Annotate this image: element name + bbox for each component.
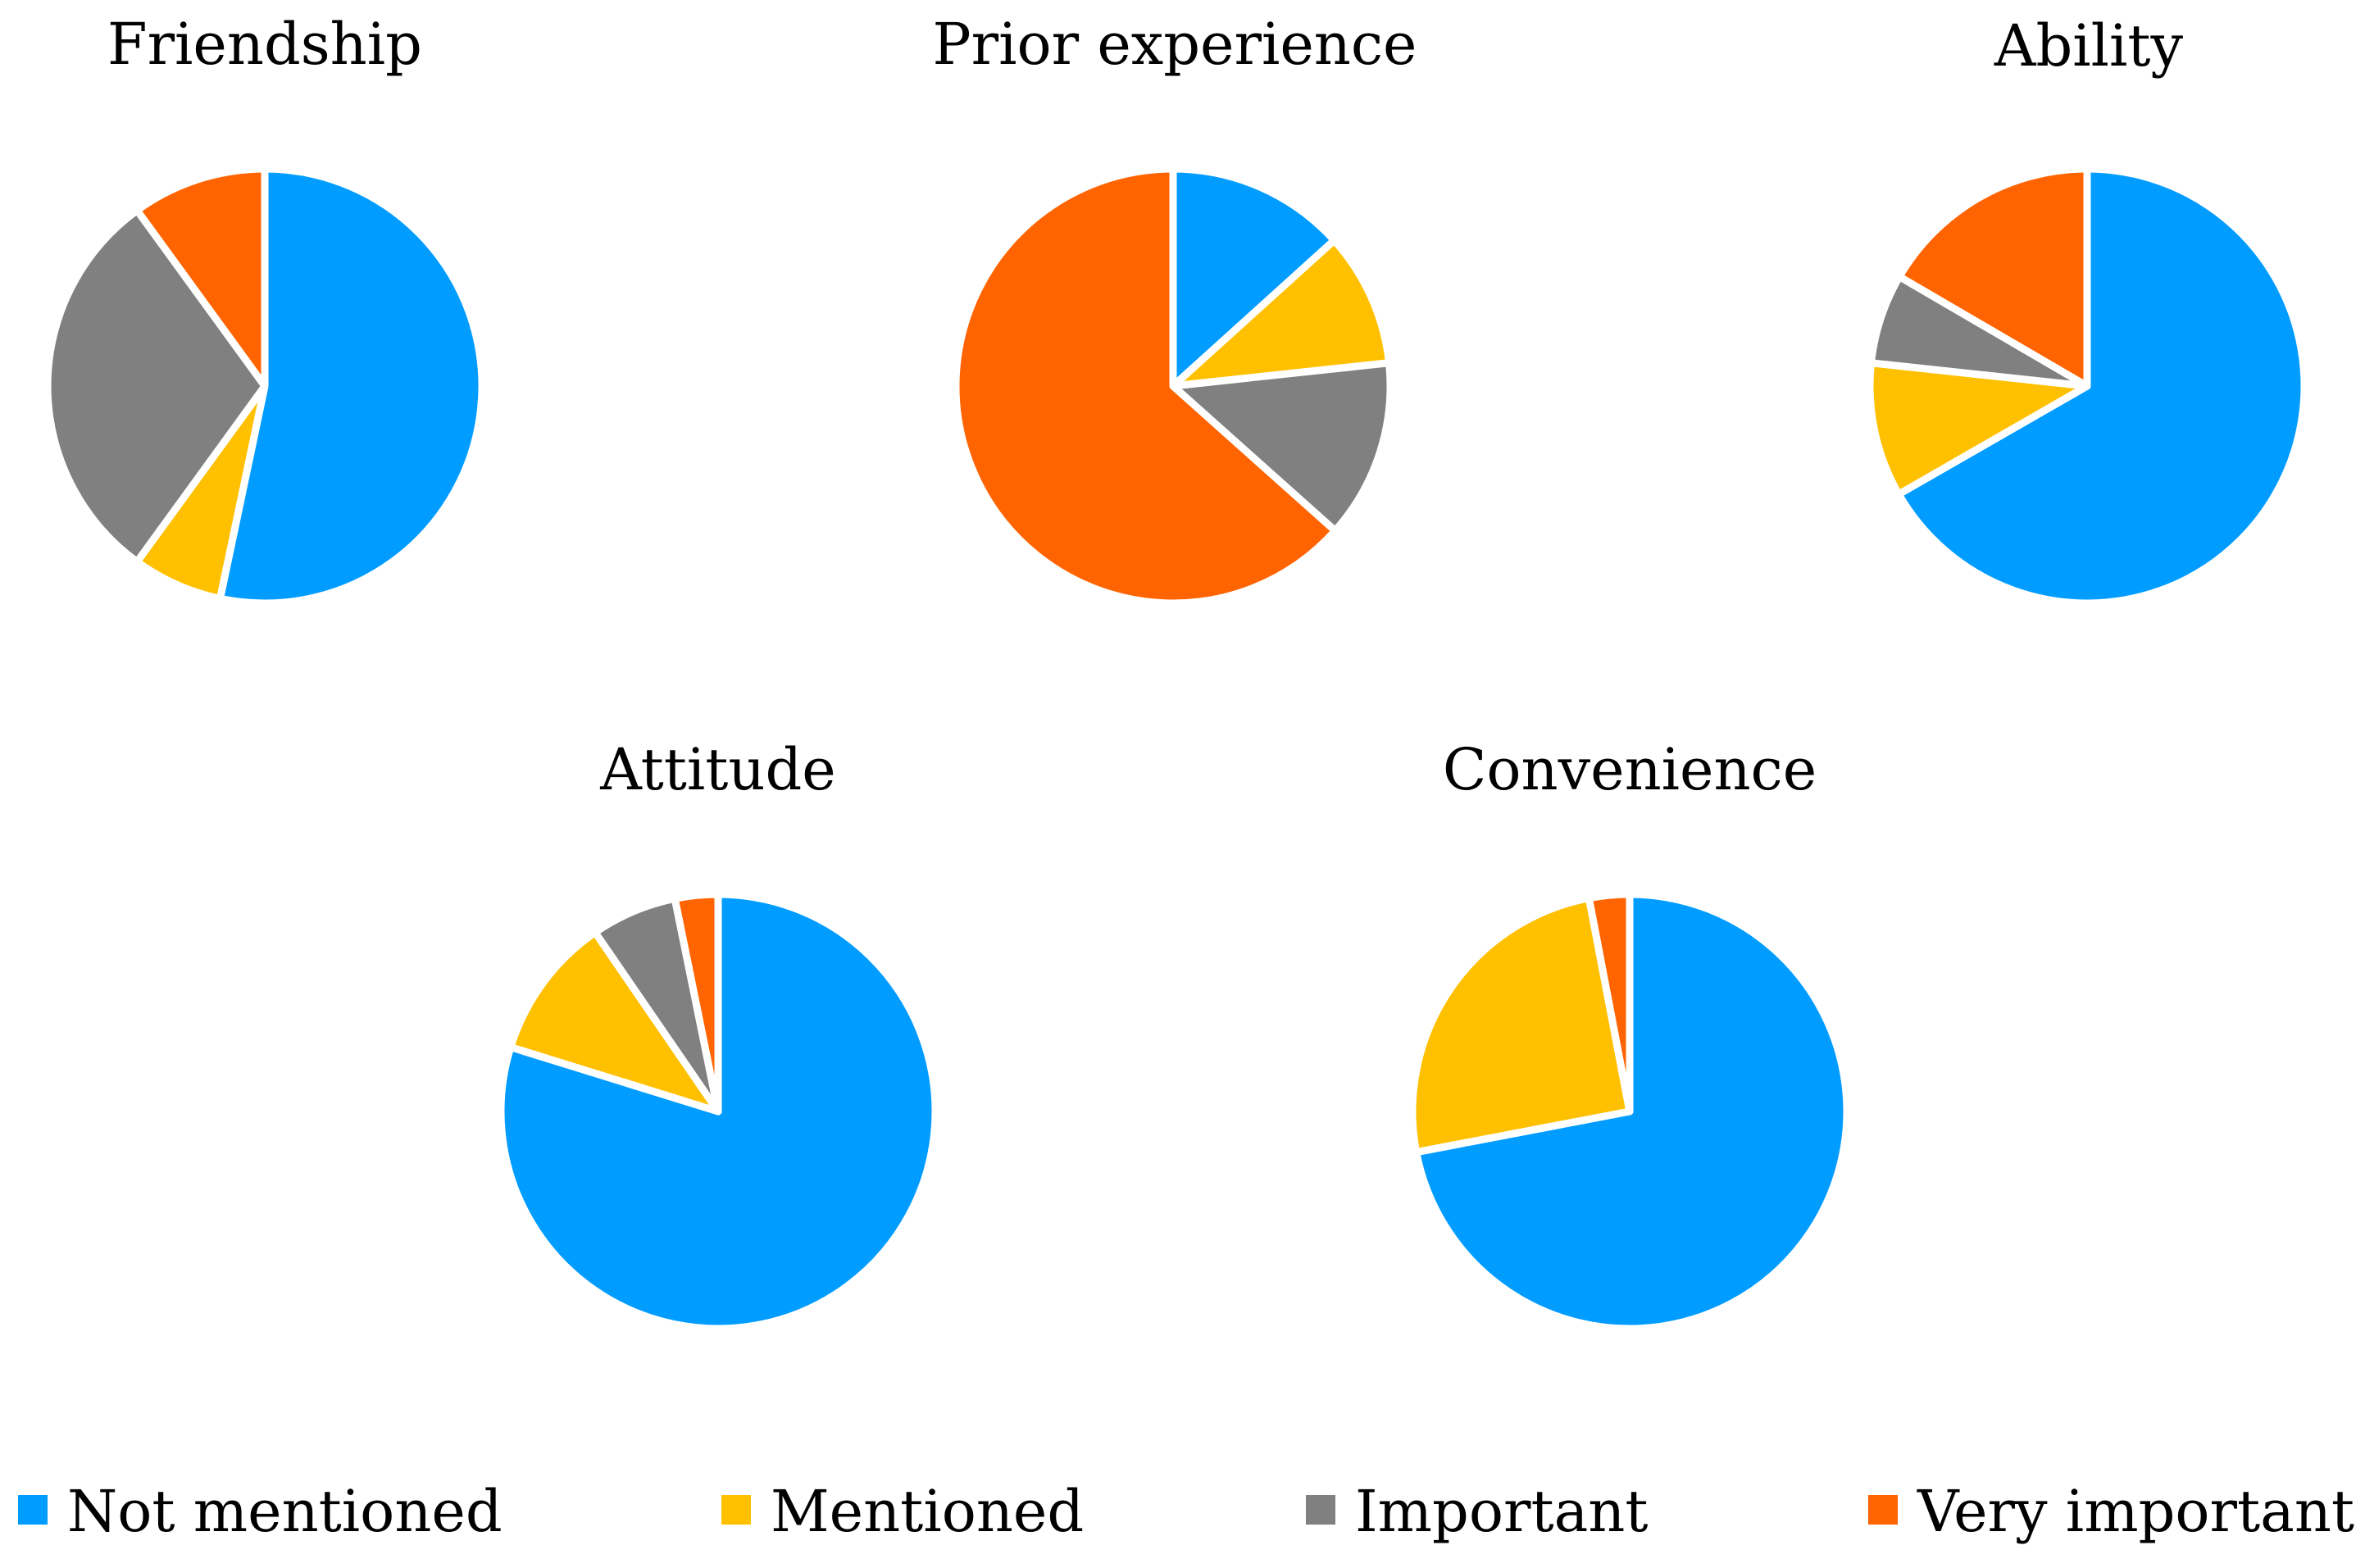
pie-slice-prior-experience-not-mentioned [1169,165,1339,390]
legend-swatch-very-important [1868,1495,1898,1525]
pie-title-friendship: Friendship [107,11,422,78]
pie-chart-ability: Ability [1866,12,2308,607]
pie-slices-prior-experience [952,165,1394,607]
pie-slices-attitude [497,890,939,1333]
pie-title-convenience: Convenience [1443,736,1817,803]
legend-swatch-not-mentioned [18,1495,48,1525]
pie-title-attitude: Attitude [599,736,835,803]
legend-item-important: Important [1306,1478,1649,1545]
pie-slice-ability-not-mentioned [1894,165,2308,607]
legend-label-very-important: Very important [1917,1478,2354,1545]
pie-slice-ability-very-important [1895,165,2091,390]
pie-chart-attitude: Attitude [497,736,939,1333]
legend-label-mentioned: Mentioned [771,1478,1084,1545]
pie-chart-convenience: Convenience [1408,736,1851,1333]
pie-slices-friendship [43,165,486,607]
pie-chart-prior-experience: Prior experience [933,11,1417,607]
pie-slice-prior-experience-important [1169,359,1394,534]
legend-label-not-mentioned: Not mentioned [67,1478,503,1545]
legend-item-mentioned: Mentioned [721,1478,1084,1545]
chart-legend: Not mentioned Mentioned Important Very i… [18,1478,2354,1545]
pie-slice-attitude-mentioned [507,929,722,1116]
pie-slice-convenience-very-important [1585,890,1634,1116]
pie-slice-prior-experience-mentioned [1169,236,1393,390]
pie-slices-ability [1866,165,2308,607]
pie-slice-friendship-very-important [133,165,269,390]
legend-item-not-mentioned: Not mentioned [18,1478,503,1545]
pie-title-prior-experience: Prior experience [933,11,1417,78]
pie-slice-prior-experience-very-important [952,165,1339,607]
legend-item-very-important: Very important [1868,1478,2354,1545]
legend-swatch-mentioned [721,1495,751,1525]
legend-label-important: Important [1355,1478,1649,1545]
pie-slice-ability-mentioned [1866,359,2091,498]
pie-slice-friendship-not-mentioned [216,165,486,607]
pie-slice-attitude-not-mentioned [497,890,939,1333]
pie-slice-convenience-mentioned [1408,894,1634,1157]
pie-slices-convenience [1408,890,1851,1333]
pie-title-ability: Ability [1994,12,2184,80]
pie-slice-friendship-important [43,207,269,566]
legend-swatch-important [1306,1495,1335,1525]
pie-slice-attitude-very-important [671,890,722,1116]
pie-chart-friendship: Friendship [43,11,486,607]
